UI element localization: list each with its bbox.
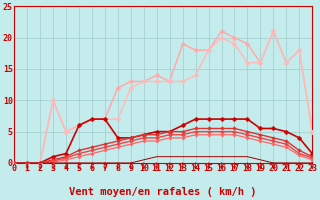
X-axis label: Vent moyen/en rafales ( km/h ): Vent moyen/en rafales ( km/h ) (69, 187, 257, 197)
